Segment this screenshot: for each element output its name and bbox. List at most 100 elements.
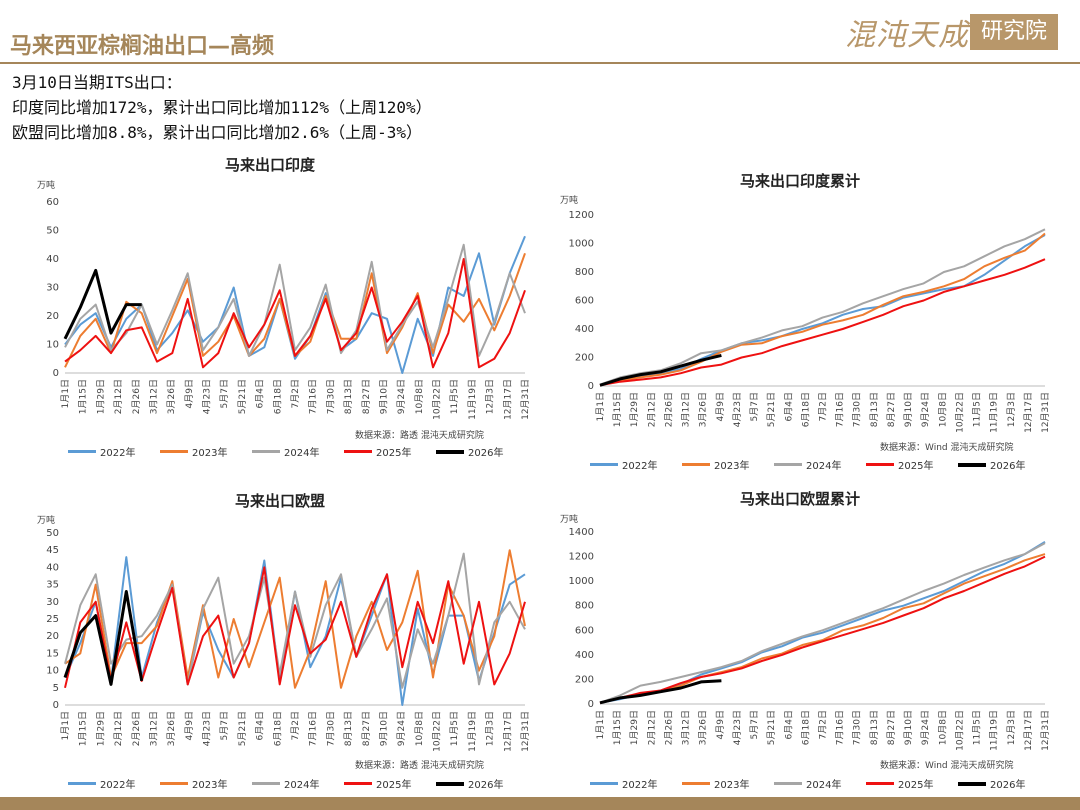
x-tick-label: 4月9日 <box>715 392 726 421</box>
x-tick-label: 10月8日 <box>937 710 948 745</box>
legend-item-2026: 2026年 <box>958 457 1050 472</box>
x-tick-label: 3月26日 <box>166 379 177 414</box>
y-tick-label: 1400 <box>569 527 594 538</box>
logo-box-text: 研究院 <box>970 14 1058 50</box>
x-tick-label: 12月3日 <box>485 711 496 746</box>
legend-swatch <box>344 450 372 453</box>
legend-item-2023: 2023年 <box>160 776 252 791</box>
series-line-2022 <box>599 234 1046 386</box>
x-tick-label: 6月18日 <box>800 392 811 427</box>
legend-swatch <box>774 782 802 785</box>
x-tick-label: 3月12日 <box>681 392 692 427</box>
legend-item-2023: 2023年 <box>160 444 252 459</box>
y-tick-label: 0 <box>588 381 594 392</box>
x-tick-label: 7月2日 <box>818 392 829 421</box>
legend-item-2025: 2025年 <box>866 457 958 472</box>
y-tick-label: 400 <box>575 650 594 661</box>
x-tick-label: 9月24日 <box>920 392 931 427</box>
legend-swatch <box>774 463 802 466</box>
unit-label-india-cumulative: 万吨 <box>560 196 579 206</box>
x-tick-label: 10月22日 <box>432 379 443 420</box>
legend-item-2024: 2024年 <box>252 776 344 791</box>
chart-india-cumulative: 0 200 400 600 800 1000 1200 1月1日 1月15日 1月29日 2月12日… <box>569 210 1051 433</box>
legend-swatch <box>958 781 986 786</box>
x-tick-label: 8月13日 <box>343 711 354 746</box>
legend-label: 2023年 <box>714 780 750 791</box>
x-tick-label: 5月7日 <box>749 710 760 739</box>
legend-swatch <box>344 782 372 785</box>
x-tick-label: 10月22日 <box>954 392 965 433</box>
x-tick-label: 10月8日 <box>414 711 425 746</box>
x-tick-label: 9月10日 <box>903 710 914 745</box>
legend-swatch <box>68 450 96 453</box>
chart-india-export: 0 10 20 30 40 50 60 1月1日 1月15日 1月29日 2月12日 2月26日 3月1… <box>46 197 531 420</box>
x-tick-label: 11月5日 <box>972 392 983 427</box>
legend-item-2022: 2022年 <box>590 457 682 472</box>
chart-title-eu: 马来出口欧盟 <box>234 492 325 510</box>
y-tick-label: 60 <box>46 197 59 208</box>
x-tick-label: 5月7日 <box>219 379 230 408</box>
x-tick-label: 10月22日 <box>954 710 965 751</box>
x-tick-label: 6月18日 <box>272 379 283 414</box>
x-tick-label: 2月26日 <box>663 392 674 427</box>
x-tick-label: 12月17日 <box>1023 392 1034 433</box>
legend-label: 2024年 <box>806 780 842 791</box>
x-tick-label: 9月24日 <box>396 711 407 746</box>
x-tick-label: 7月30日 <box>325 379 336 414</box>
legend-swatch <box>866 463 894 466</box>
legend-item-2025: 2025年 <box>866 776 958 791</box>
chart-title-eu-cumulative: 马来出口欧盟累计 <box>739 490 860 508</box>
x-tick-label: 6月4日 <box>255 711 266 740</box>
x-tick-label: 5月7日 <box>219 711 230 740</box>
legend-india-cumulative: 2022年 2023年 2024年 2025年 2026年 <box>590 457 1050 472</box>
legend-label: 2022年 <box>100 780 136 791</box>
x-tick-label: 4月23日 <box>732 392 743 427</box>
legend-label: 2023年 <box>192 780 228 791</box>
series-line-2025 <box>64 566 526 689</box>
y-tick-label: 1200 <box>569 552 594 563</box>
x-tick-label: 11月19日 <box>989 392 1000 433</box>
legend-item-2024: 2024年 <box>774 457 866 472</box>
series-line-2026 <box>63 268 142 340</box>
legend-item-2025: 2025年 <box>344 444 436 459</box>
y-tick-label: 0 <box>53 700 59 711</box>
x-tick-label: 2月26日 <box>131 379 142 414</box>
series-line-2025 <box>599 258 1046 387</box>
x-tick-label: 2月12日 <box>646 392 657 427</box>
legend-label: 2025年 <box>898 780 934 791</box>
series-line-2022 <box>599 540 1046 704</box>
series-line-2024 <box>599 228 1046 386</box>
x-tick-label: 4月9日 <box>184 711 195 740</box>
legend-label: 2025年 <box>376 448 412 459</box>
x-tick-label: 12月17日 <box>1023 710 1034 751</box>
y-tick-label: 800 <box>575 601 594 612</box>
x-tick-label: 12月31日 <box>520 711 531 752</box>
legend-label: 2024年 <box>284 780 320 791</box>
x-tick-label: 9月10日 <box>378 379 389 414</box>
x-tick-label: 3月12日 <box>681 710 692 745</box>
legend-swatch <box>866 782 894 785</box>
x-tick-label: 4月23日 <box>202 379 213 414</box>
legend-swatch <box>682 463 710 466</box>
legend-label: 2026年 <box>990 461 1026 472</box>
y-tick-label: 20 <box>46 311 59 322</box>
page-title: 马来西亚棕榈油出口—高频 <box>10 34 275 59</box>
legend-swatch <box>160 782 188 785</box>
y-tick-label: 30 <box>46 283 59 294</box>
x-tick-label: 8月13日 <box>869 710 880 745</box>
legend-label: 2023年 <box>192 448 228 459</box>
x-tick-label: 6月18日 <box>800 710 811 745</box>
x-tick-label: 4月23日 <box>202 711 213 746</box>
legend-swatch <box>252 782 280 785</box>
y-tick-label: 800 <box>575 267 594 278</box>
series-line-2026 <box>599 353 722 387</box>
x-tick-label: 7月2日 <box>818 710 829 739</box>
y-tick-label: 200 <box>575 674 594 685</box>
legend-swatch <box>436 781 464 786</box>
x-tick-label: 2月26日 <box>131 711 142 746</box>
x-tick-label: 11月5日 <box>449 379 460 414</box>
x-tick-label: 3月12日 <box>148 379 159 414</box>
x-tick-label: 1月29日 <box>629 392 640 427</box>
legend-item-2024: 2024年 <box>774 776 866 791</box>
x-tick-label: 6月18日 <box>272 711 283 746</box>
